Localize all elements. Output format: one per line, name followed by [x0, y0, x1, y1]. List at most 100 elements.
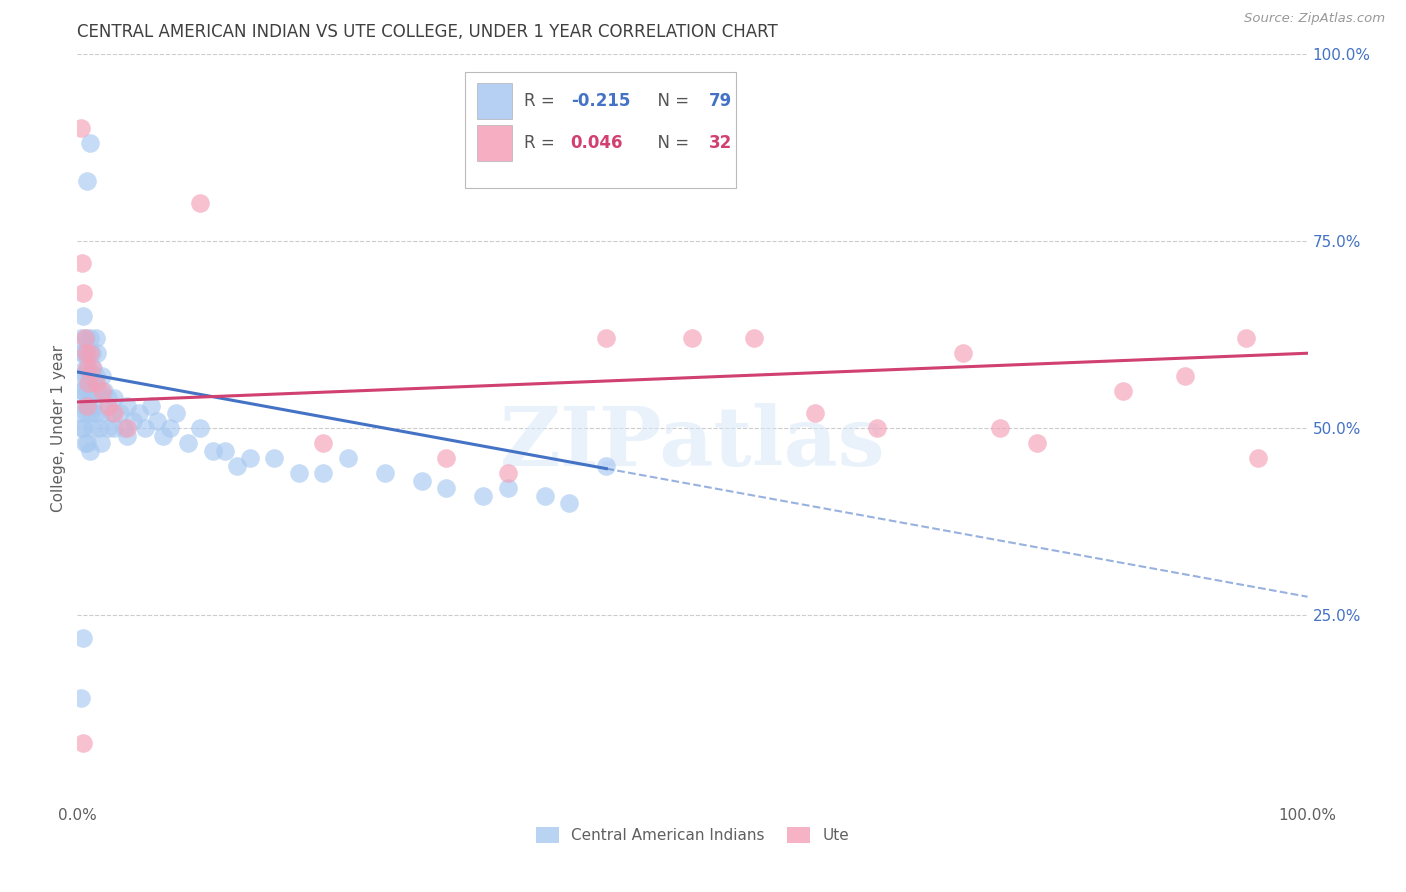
Point: [101, 406, 124, 420]
Point: [312, 436, 335, 450]
Y-axis label: College, Under 1 year: College, Under 1 year: [51, 344, 66, 512]
Point: [374, 466, 396, 480]
Point: [72, 286, 94, 301]
Point: [77, 376, 100, 391]
Point: [70, 384, 93, 398]
Point: [742, 331, 765, 345]
Point: [97, 399, 120, 413]
Point: [134, 421, 156, 435]
Text: 79: 79: [709, 92, 731, 110]
Text: R =: R =: [524, 135, 560, 153]
Text: CENTRAL AMERICAN INDIAN VS UTE COLLEGE, UNDER 1 YEAR CORRELATION CHART: CENTRAL AMERICAN INDIAN VS UTE COLLEGE, …: [77, 23, 778, 41]
Bar: [477, 126, 512, 161]
Point: [1234, 331, 1257, 345]
Point: [496, 481, 519, 495]
Point: [682, 331, 704, 345]
Point: [70, 368, 93, 383]
Point: [76, 399, 98, 413]
Point: [70, 690, 93, 705]
Point: [82, 399, 104, 413]
Point: [75, 406, 97, 420]
Point: [82, 384, 104, 398]
Point: [103, 421, 125, 435]
Point: [866, 421, 889, 435]
Point: [86, 346, 108, 360]
Point: [558, 496, 581, 510]
Text: -0.215: -0.215: [571, 92, 630, 110]
Point: [595, 331, 617, 345]
Point: [87, 384, 110, 398]
Point: [165, 406, 187, 420]
Point: [436, 451, 458, 466]
Point: [288, 466, 311, 480]
Point: [188, 421, 212, 435]
Point: [1112, 384, 1135, 398]
Point: [76, 384, 98, 398]
Point: [226, 458, 249, 473]
Point: [496, 466, 519, 480]
Point: [73, 331, 96, 345]
Point: [103, 406, 125, 420]
Text: 0.046: 0.046: [571, 135, 623, 153]
Point: [152, 428, 174, 442]
Point: [84, 406, 107, 420]
Point: [72, 631, 94, 645]
Point: [76, 174, 98, 188]
Text: N =: N =: [647, 92, 695, 110]
Point: [82, 361, 104, 376]
Point: [214, 443, 236, 458]
Point: [82, 346, 104, 360]
Point: [90, 436, 112, 450]
Point: [110, 406, 132, 420]
Point: [93, 384, 115, 398]
Point: [79, 331, 101, 345]
Point: [804, 406, 827, 420]
Point: [988, 421, 1011, 435]
Text: Source: ZipAtlas.com: Source: ZipAtlas.com: [1244, 12, 1385, 25]
Point: [76, 361, 98, 376]
Point: [82, 421, 104, 435]
Point: [70, 346, 93, 360]
Point: [89, 421, 111, 435]
Point: [141, 399, 163, 413]
Bar: [477, 83, 512, 119]
Point: [97, 391, 120, 405]
Point: [73, 436, 96, 450]
Point: [72, 384, 94, 398]
Point: [72, 346, 94, 360]
Point: [411, 474, 433, 488]
Point: [73, 361, 96, 376]
Text: ZIPatlas: ZIPatlas: [499, 403, 886, 483]
Point: [1026, 436, 1049, 450]
Point: [115, 399, 138, 413]
Point: [79, 136, 101, 151]
Point: [128, 406, 150, 420]
Point: [472, 489, 495, 503]
Text: N =: N =: [647, 135, 695, 153]
Point: [84, 368, 107, 383]
Point: [90, 368, 114, 383]
Point: [77, 361, 100, 376]
Point: [79, 346, 101, 360]
Point: [534, 489, 557, 503]
Text: 32: 32: [709, 135, 731, 153]
Point: [1247, 451, 1270, 466]
Point: [75, 346, 97, 360]
Point: [952, 346, 974, 360]
Point: [90, 384, 114, 398]
Point: [72, 309, 94, 323]
Point: [337, 451, 360, 466]
Point: [312, 466, 335, 480]
Point: [595, 458, 617, 473]
Point: [201, 443, 224, 458]
Point: [436, 481, 458, 495]
Point: [263, 451, 285, 466]
Point: [103, 391, 125, 405]
Point: [115, 428, 138, 442]
Point: [79, 368, 101, 383]
Point: [159, 421, 181, 435]
Point: [146, 414, 169, 428]
Point: [82, 361, 104, 376]
Point: [84, 376, 107, 391]
Point: [70, 331, 93, 345]
